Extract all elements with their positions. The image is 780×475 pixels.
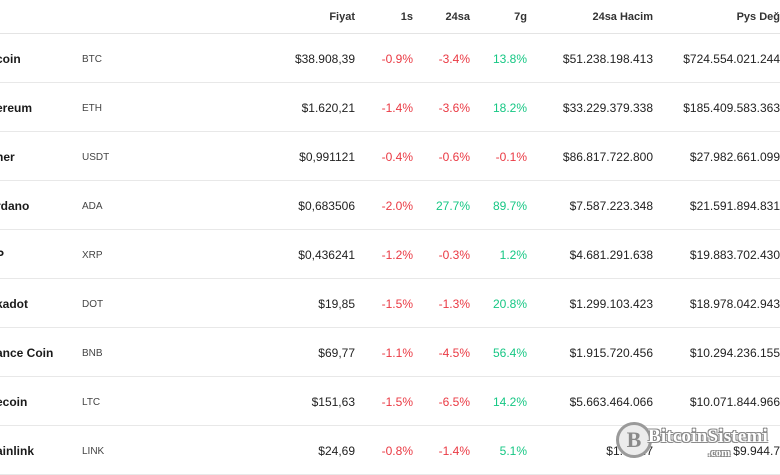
change-1h-cell: -1.4% (381, 101, 413, 115)
change-7d-cell: 5.1% (499, 444, 527, 458)
coin-name[interactable]: ecoin (0, 395, 28, 409)
header-24h-change[interactable]: 24sa (445, 11, 470, 23)
change-24h-cell: -1.3% (438, 297, 470, 311)
coin-name[interactable]: ereum (0, 101, 33, 115)
change-7d-cell: 18.2% (492, 101, 527, 115)
header-24h-volume[interactable]: 24sa Hacim (592, 11, 653, 23)
market-cap-cell: $19.883.702.430 (689, 248, 780, 262)
coin-symbol: USDT (82, 152, 110, 163)
change-7d-cell: 89.7% (492, 199, 527, 213)
coin-name[interactable]: coin (0, 52, 21, 66)
price-cell: $69,77 (318, 346, 355, 360)
price-cell: $151,63 (311, 395, 355, 409)
change-1h-cell: -1.2% (381, 248, 413, 262)
price-cell: $0,991121 (299, 150, 355, 164)
change-1h-cell: -0.4% (381, 150, 413, 164)
header-1h-change[interactable]: 1s (400, 11, 413, 23)
coin-symbol: DOT (82, 299, 104, 310)
volume-cell: $7.587.223.348 (569, 199, 653, 213)
market-cap-cell: $27.982.661.099 (689, 150, 780, 164)
table-row[interactable]: P XRP $0,436241 -1.2% -0.3% 1.2% $4.681.291.63… (0, 230, 780, 279)
coin-name[interactable]: P (0, 248, 5, 262)
coin-symbol: ETH (82, 103, 102, 114)
coin-name[interactable]: ainlink (0, 444, 35, 458)
watermark-domain: .com (708, 447, 731, 459)
table-row[interactable]: ance Coin BNB $69,77 -1.1% -4.5% 56.4% $1.915.… (0, 328, 780, 377)
coin-symbol: XRP (82, 250, 103, 261)
market-cap-cell: $18.978.042.943 (689, 297, 780, 311)
change-7d-cell: 1.2% (499, 248, 527, 262)
change-24h-cell: -3.6% (438, 101, 470, 115)
market-cap-cell: $10.294.236.155 (689, 346, 780, 360)
header-price[interactable]: Fiyat (329, 11, 355, 23)
market-cap-cell: $724.554.021.244 (683, 52, 780, 66)
price-cell: $1.620,21 (301, 101, 355, 115)
market-cap-cell: $21.591.894.831 (689, 199, 780, 213)
change-24h-cell: -0.6% (438, 150, 470, 164)
market-cap-cell: $185.409.583.363 (683, 101, 780, 115)
coin-symbol: LINK (82, 446, 105, 457)
change-7d-cell: 13.8% (492, 52, 527, 66)
market-cap-cell: $10.071.844.966 (689, 395, 780, 409)
change-1h-cell: -1.5% (381, 395, 413, 409)
change-24h-cell: 27.7% (435, 199, 470, 213)
table-header: Fiyat 1s 24sa 7g 24sa Hacim Pys Değ (0, 0, 780, 34)
volume-cell: $5.663.464.066 (569, 395, 653, 409)
change-7d-cell: 14.2% (492, 395, 527, 409)
table-row[interactable]: ecoin LTC $151,63 -1.5% -6.5% 14.2% $5.663.464… (0, 377, 780, 426)
coin-name[interactable]: rdano (0, 199, 30, 213)
volume-cell: $1.915.720.456 (569, 346, 653, 360)
change-1h-cell: -1.5% (381, 297, 413, 311)
change-1h-cell: -2.0% (381, 199, 413, 213)
volume-cell: $86.817.722.800 (562, 150, 653, 164)
volume-cell: $1.299.103.423 (569, 297, 653, 311)
change-24h-cell: -6.5% (438, 395, 470, 409)
table-row[interactable]: coin BTC $38.908,39 -0.9% -3.4% 13.8% $51.238.… (0, 34, 780, 83)
price-cell: $24,69 (318, 444, 355, 458)
coin-symbol: LTC (82, 397, 101, 408)
volume-cell: $4.681.291.638 (569, 248, 653, 262)
price-cell: $0,683506 (298, 199, 355, 213)
change-24h-cell: -1.4% (438, 444, 470, 458)
change-1h-cell: -0.8% (381, 444, 413, 458)
change-7d-cell: 56.4% (492, 346, 527, 360)
table-row[interactable]: rdano ADA $0,683506 -2.0% 27.7% 89.7% $7.587.2… (0, 181, 780, 230)
coin-symbol: BTC (82, 54, 102, 65)
bitcoin-coin-icon: B (616, 422, 652, 458)
coin-name[interactable]: kadot (0, 297, 29, 311)
price-cell: $0,436241 (298, 248, 355, 262)
bitcoinsistemi-watermark: B BitcoinSistemi .com (616, 420, 780, 465)
change-1h-cell: -0.9% (381, 52, 413, 66)
volume-cell: $33.229.379.338 (562, 101, 653, 115)
change-7d-cell: 20.8% (492, 297, 527, 311)
market-cap-cell: $9.944.7 (733, 444, 780, 458)
volume-cell: $51.238.198.413 (562, 52, 653, 66)
coin-symbol: BNB (82, 348, 103, 359)
table-row[interactable]: ereum ETH $1.620,21 -1.4% -3.6% 18.2% $33.229.… (0, 83, 780, 132)
price-cell: $38.908,39 (294, 52, 355, 66)
table-row[interactable]: her USDT $0,991121 -0.4% -0.6% -0.1% $86.817.7… (0, 132, 780, 181)
coin-name[interactable]: ance Coin (0, 346, 54, 360)
header-7d-change[interactable]: 7g (514, 11, 527, 23)
table-row[interactable]: kadot DOT $19,85 -1.5% -1.3% 20.8% $1.299.103.… (0, 279, 780, 328)
change-7d-cell: -0.1% (495, 150, 527, 164)
change-24h-cell: -3.4% (438, 52, 470, 66)
watermark-brand: BitcoinSistemi (648, 426, 768, 447)
header-market-cap[interactable]: Pys Değ (736, 11, 780, 23)
coin-name[interactable]: her (0, 150, 15, 164)
change-1h-cell: -1.1% (381, 346, 413, 360)
change-24h-cell: -4.5% (438, 346, 470, 360)
change-24h-cell: -0.3% (438, 248, 470, 262)
coin-symbol: ADA (82, 201, 103, 212)
price-cell: $19,85 (318, 297, 355, 311)
